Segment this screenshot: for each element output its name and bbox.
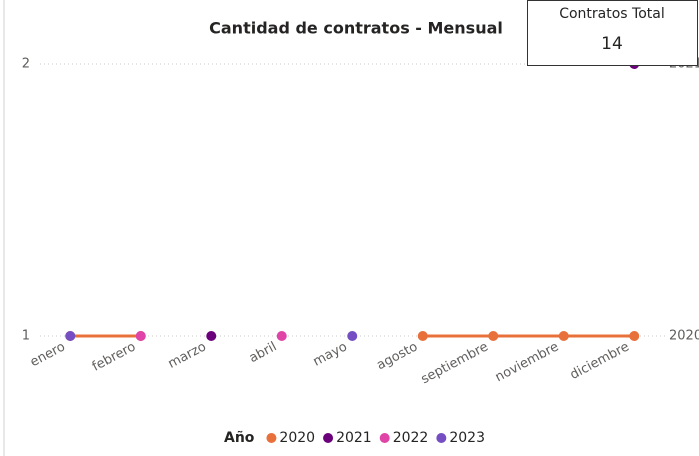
- legend-title: Año: [224, 430, 255, 446]
- marker: [206, 331, 217, 341]
- legend-swatch: [323, 433, 334, 443]
- marker: [558, 331, 569, 341]
- legend-label: 2021: [336, 430, 372, 446]
- marker: [417, 331, 428, 341]
- y-tick-label: 2: [22, 57, 30, 72]
- x-tick-label: abril: [247, 339, 279, 366]
- x-tick-label: febrero: [90, 339, 138, 374]
- x-tick-label: enero: [28, 339, 68, 370]
- marker: [276, 331, 287, 341]
- x-tick-label: noviembre: [493, 339, 561, 385]
- card: [527, 0, 698, 66]
- legend-label: 2023: [449, 430, 485, 446]
- y-tick-label: 1: [22, 329, 30, 344]
- x-tick-label: agosto: [374, 339, 420, 373]
- series-end-label: 2020: [669, 329, 699, 344]
- legend-swatch: [266, 433, 277, 443]
- marker: [135, 331, 146, 341]
- x-tick-label: mayo: [311, 339, 350, 369]
- chart-title: Cantidad de contratos - Mensual: [209, 19, 503, 38]
- card-value: 14: [601, 34, 623, 54]
- marker: [347, 331, 358, 341]
- marker: [488, 331, 499, 341]
- marker: [65, 331, 76, 341]
- legend-label: 2022: [393, 430, 429, 446]
- x-tick-label: septiembre: [419, 339, 491, 387]
- x-tick-label: marzo: [166, 339, 209, 371]
- card-title: Contratos Total: [559, 6, 665, 22]
- legend-swatch: [436, 433, 447, 443]
- legend-label: 2020: [279, 430, 315, 446]
- x-tick-label: diciembre: [568, 339, 632, 383]
- plot: 1 2 enero febrero marzo abril mayo agostoseptie…: [22, 57, 699, 447]
- marker: [629, 331, 640, 341]
- legend-swatch: [379, 433, 390, 443]
